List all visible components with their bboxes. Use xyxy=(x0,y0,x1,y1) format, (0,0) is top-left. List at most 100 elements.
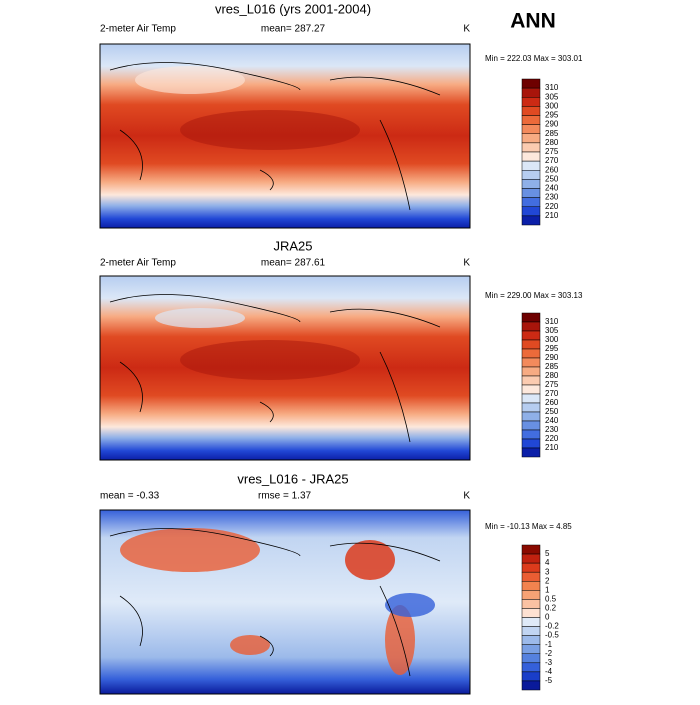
colorbar-label: 5 xyxy=(545,549,550,558)
left-label: mean = -0.33 xyxy=(100,491,160,502)
colorbar-label: 300 xyxy=(545,101,559,110)
colorbar-box xyxy=(521,321,541,332)
colorbar-label: 270 xyxy=(545,389,559,398)
colorbar-label: 295 xyxy=(545,344,559,353)
colorbar-box xyxy=(521,366,541,377)
colorbar-box xyxy=(521,142,541,153)
colorbar-box xyxy=(521,215,541,226)
colorbar-label: -2 xyxy=(545,649,553,658)
colorbar-label: 290 xyxy=(545,120,559,129)
colorbar-label: 1 xyxy=(545,585,550,594)
colorbar-box xyxy=(521,384,541,395)
units-label: K xyxy=(463,258,470,269)
colorbar-box xyxy=(521,402,541,413)
colorbar-label: 305 xyxy=(545,326,559,335)
colorbar-box xyxy=(521,312,541,323)
colorbar-box xyxy=(521,411,541,422)
center-label: mean= 287.61 xyxy=(261,258,326,269)
colorbar-label: 280 xyxy=(545,371,559,380)
units-label: K xyxy=(463,24,470,35)
colorbar-label: 0.2 xyxy=(545,604,557,613)
colorbar-box xyxy=(521,562,541,573)
colorbar-box xyxy=(521,653,541,664)
colorbar-label: -0.5 xyxy=(545,631,559,640)
colorbar-label: 250 xyxy=(545,174,559,183)
season-label: ANN xyxy=(510,10,556,33)
units-label: K xyxy=(463,491,470,502)
colorbar-label: 3 xyxy=(545,567,550,576)
colorbar-label: 230 xyxy=(545,193,559,202)
colorbar-label: 230 xyxy=(545,425,559,434)
colorbar-box xyxy=(521,357,541,368)
colorbar-box xyxy=(521,151,541,162)
colorbar-label: 0.5 xyxy=(545,594,557,603)
colorbar-label: 285 xyxy=(545,129,559,138)
colorbar-box xyxy=(521,78,541,89)
colorbar-box xyxy=(521,662,541,673)
colorbar-box xyxy=(521,590,541,600)
colorbar-box xyxy=(521,599,541,609)
colorbar-box xyxy=(521,626,541,636)
colorbar-label: 260 xyxy=(545,165,559,174)
colorbar-label: 210 xyxy=(545,211,559,220)
colorbar-box xyxy=(521,447,541,458)
colorbar-box xyxy=(521,375,541,386)
colorbar-box xyxy=(521,87,541,98)
colorbar-box xyxy=(521,197,541,207)
colorbar-box xyxy=(521,617,541,627)
panel-title: JRA25 xyxy=(273,238,312,253)
center-label: rmse = 1.37 xyxy=(258,491,312,502)
colorbar-label: 280 xyxy=(545,138,559,147)
colorbar-box xyxy=(521,438,541,449)
colorbar-label: 275 xyxy=(545,147,559,156)
colorbar-label: 310 xyxy=(545,83,559,92)
colorbar-label: 260 xyxy=(545,398,559,407)
colorbar-box xyxy=(521,206,541,217)
panel-title: vres_L016 - JRA25 xyxy=(237,471,348,486)
left-label: 2-meter Air Temp xyxy=(100,258,176,269)
map-1 xyxy=(99,43,471,229)
colorbar-label: 240 xyxy=(545,184,559,193)
colorbar-label: 240 xyxy=(545,416,559,425)
colorbar-label: -0.2 xyxy=(545,622,559,631)
colorbar-box xyxy=(521,170,541,180)
colorbar-label: 220 xyxy=(545,202,559,211)
colorbar-label: 250 xyxy=(545,407,559,416)
colorbar-box xyxy=(521,671,541,682)
map-2 xyxy=(99,275,471,461)
colorbar-label: -1 xyxy=(545,640,553,649)
colorbar-label: 0 xyxy=(545,613,550,622)
colorbar-box xyxy=(521,133,541,144)
colorbar-box xyxy=(521,571,541,582)
colorbar-label: -4 xyxy=(545,667,553,676)
colorbar-box xyxy=(521,608,541,618)
min-max: Min = 222.03 Max = 303.01 xyxy=(485,54,583,63)
colorbar-label: 300 xyxy=(545,335,559,344)
colorbar-box xyxy=(521,115,541,125)
colorbar-box xyxy=(521,106,541,116)
colorbar-label: 285 xyxy=(545,362,559,371)
colorbar-box xyxy=(521,348,541,359)
colorbar-box xyxy=(521,680,541,691)
colorbar-label: 305 xyxy=(545,92,559,101)
colorbar-label: 210 xyxy=(545,443,559,452)
colorbar-box xyxy=(521,544,541,555)
colorbar-box xyxy=(521,635,541,645)
colorbar-box xyxy=(521,339,541,350)
colorbar-label: 290 xyxy=(545,353,559,362)
min-max: Min = -10.13 Max = 4.85 xyxy=(485,522,572,531)
colorbar-box xyxy=(521,124,541,134)
colorbar-box xyxy=(521,97,541,107)
left-label: 2-meter Air Temp xyxy=(100,24,176,35)
colorbar-box xyxy=(521,429,541,440)
panel-title: vres_L016 (yrs 2001-2004) xyxy=(215,1,371,16)
colorbar-box xyxy=(521,330,541,341)
colorbar-box xyxy=(521,553,541,564)
colorbar-label: 4 xyxy=(545,558,550,567)
colorbar-label: 270 xyxy=(545,156,559,165)
colorbar-box xyxy=(521,581,541,591)
colorbar-label: 310 xyxy=(545,317,559,326)
map-3 xyxy=(99,509,471,695)
colorbar-box xyxy=(521,179,541,189)
